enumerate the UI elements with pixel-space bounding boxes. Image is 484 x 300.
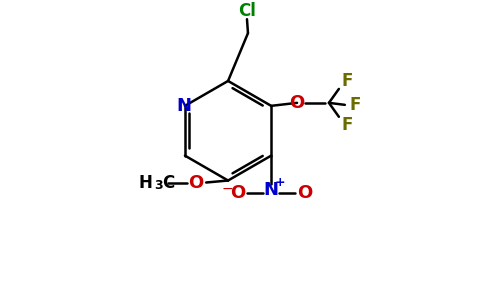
Text: +: + bbox=[275, 176, 286, 189]
Text: O: O bbox=[289, 94, 305, 112]
Text: O: O bbox=[189, 173, 204, 191]
Text: N: N bbox=[177, 97, 192, 115]
Text: −: − bbox=[222, 182, 233, 196]
Text: N: N bbox=[264, 182, 279, 200]
Text: O: O bbox=[297, 184, 313, 202]
Text: F: F bbox=[341, 116, 352, 134]
Text: O: O bbox=[230, 184, 245, 202]
Text: F: F bbox=[341, 72, 352, 90]
Text: F: F bbox=[349, 96, 361, 114]
Text: C: C bbox=[162, 173, 175, 191]
Text: Cl: Cl bbox=[238, 2, 256, 20]
Text: 3: 3 bbox=[154, 179, 163, 192]
Text: H: H bbox=[138, 173, 152, 191]
